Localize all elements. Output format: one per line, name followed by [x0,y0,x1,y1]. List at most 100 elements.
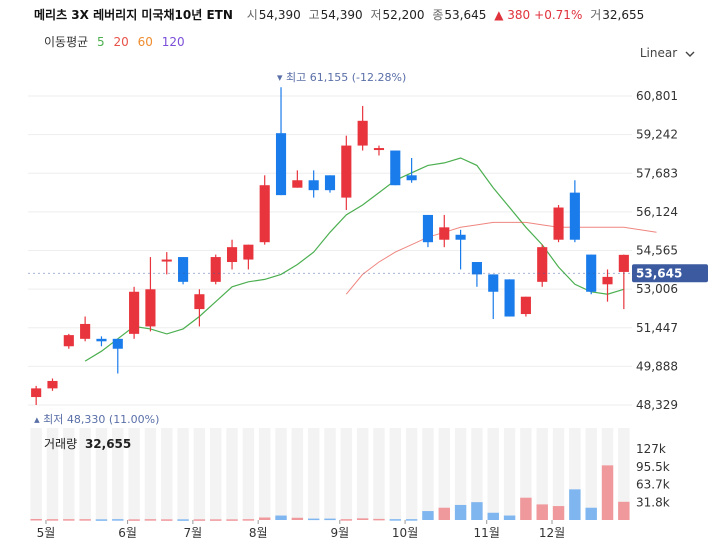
volume-bar [242,519,255,521]
volume-bar [373,518,385,521]
volume-column-bg [405,428,418,520]
volume-column-bg [161,428,173,520]
volume-column-bg [307,428,320,520]
price-tick-label: 49,888 [636,359,678,373]
ma5-line [84,157,624,362]
date-tick-label: 12월 [539,526,565,540]
price-axis: 60,801 59,242 57,683 56,124 54,565 53,006 51,4… [636,89,678,412]
candle-body [308,180,319,191]
volume-column-bg [324,428,336,520]
date-tick-label: 6월 [118,526,137,540]
date-tick-label: 5월 [37,526,56,540]
scale-dropdown-label: Linear [639,46,678,60]
volume-bar [438,507,450,520]
volume-bar [79,519,91,521]
candle-body [275,133,287,196]
low-annotation: ▴ 최저 48,330 (11.00%) [34,413,159,426]
price-tick-label: 56,124 [636,205,678,219]
volume-bar [569,489,581,520]
candle-body [455,234,466,240]
ma-legend-5[interactable]: 5 [97,35,105,49]
volume-column-bg [389,428,402,520]
candle-body [243,244,254,260]
volume-column-bg [552,428,565,520]
low-label: 저 [370,8,382,22]
volume-bar [454,504,467,520]
last-price-box [632,264,708,283]
volume-bar [471,502,483,520]
last-price-label: 53,645 [636,266,682,280]
price-tick-label: 59,242 [636,128,678,142]
volume-bar [95,519,108,521]
price-tick-label: 51,447 [636,321,678,335]
volume-column-bg [193,428,206,520]
candle-body [112,338,123,349]
volume-bar [46,519,59,521]
volume-value: 32,655 [602,8,645,22]
volume-bar [356,518,369,520]
candlesticks [31,87,629,405]
ma-legend-120[interactable]: 120 [161,35,185,49]
volume-tick-label: 63.7k [636,477,670,491]
grid-lines [28,95,632,520]
volume-bar [520,497,532,520]
volume-bar [487,512,499,520]
candle-body [259,185,270,243]
candle-body [161,259,172,262]
volume-bar [422,511,434,520]
moving-average-legend[interactable]: 이동평균 5 20 60 120 [44,33,190,50]
candle-body [324,175,336,191]
volume-bar [552,506,565,520]
close-label: 종 [432,8,444,22]
volume-column-bg [471,428,483,520]
chart-header: 메리츠 3X 레버리지 미국채10년 ETN 시54,390 고54,390 저… [34,6,648,24]
scale-dropdown[interactable]: Linear [640,46,695,60]
candle-body [210,257,221,282]
candle-body [504,279,515,317]
date-tick-label: 8월 [249,526,268,540]
volume-column-bg [112,428,124,520]
candle-body [80,323,91,339]
volume-column-bg [454,428,467,520]
price-tick-label: 57,683 [636,166,678,180]
change-percent: +0.71% [534,8,583,22]
volume-column-bg [520,428,532,520]
ma-legend-20[interactable]: 20 [113,35,129,49]
candle-body [602,276,613,285]
high-label: 고 [308,8,320,22]
volume-column-bg [242,428,255,520]
open-label: 시 [246,8,258,22]
volume-panel-label: 거래량 [44,437,78,451]
volume-bar [275,515,287,520]
price-tick-label: 48,329 [636,398,678,412]
volume-column-bg [210,428,222,520]
volume-panel-title: 거래량 32,655 [44,435,135,452]
candle-body [226,247,238,263]
volume-bar [324,518,336,521]
ma-legend-60[interactable]: 60 [137,35,153,49]
volume-bar [389,519,402,521]
volume-axis: 127k 95.5k 63.7k 31.8k [636,442,670,509]
high-low-annotations: ▾ 최고 61,155 (-12.28%) ▴ 최저 48,330 (11.00%… [34,71,406,426]
volume-label: 거 [590,8,602,22]
candle-body [422,214,434,243]
volume-bar [161,519,173,521]
volume-column-bg [422,428,434,520]
volume-column-bg [226,428,238,520]
volume-bar [177,519,189,521]
candle-body [96,338,107,342]
volume-bars [30,465,630,521]
volume-bar [291,517,304,520]
candle-body [390,150,401,186]
volume-panel-value: 32,655 [84,437,132,451]
candle-body [31,388,42,398]
candle-body [471,262,482,275]
volume-bar [601,465,614,520]
volume-column-bg [275,428,287,520]
volume-bar [193,519,206,521]
volume-bar [307,518,320,521]
chevron-down-icon [685,51,695,57]
volume-tick-label: 31.8k [636,495,670,509]
volume-column-bg [79,428,91,520]
